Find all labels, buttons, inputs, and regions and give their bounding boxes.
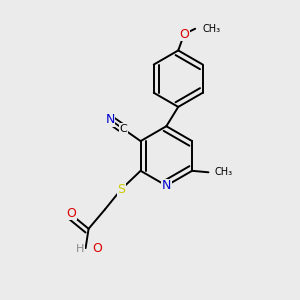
Text: N: N — [162, 179, 171, 192]
Text: O: O — [67, 206, 76, 220]
Text: N: N — [106, 113, 115, 126]
Text: H: H — [76, 244, 84, 254]
Text: C: C — [120, 124, 128, 134]
Text: O: O — [92, 242, 102, 256]
Text: O: O — [179, 28, 189, 40]
Text: S: S — [117, 183, 125, 196]
Text: CH₃: CH₃ — [214, 167, 232, 177]
Text: CH₃: CH₃ — [202, 24, 221, 34]
